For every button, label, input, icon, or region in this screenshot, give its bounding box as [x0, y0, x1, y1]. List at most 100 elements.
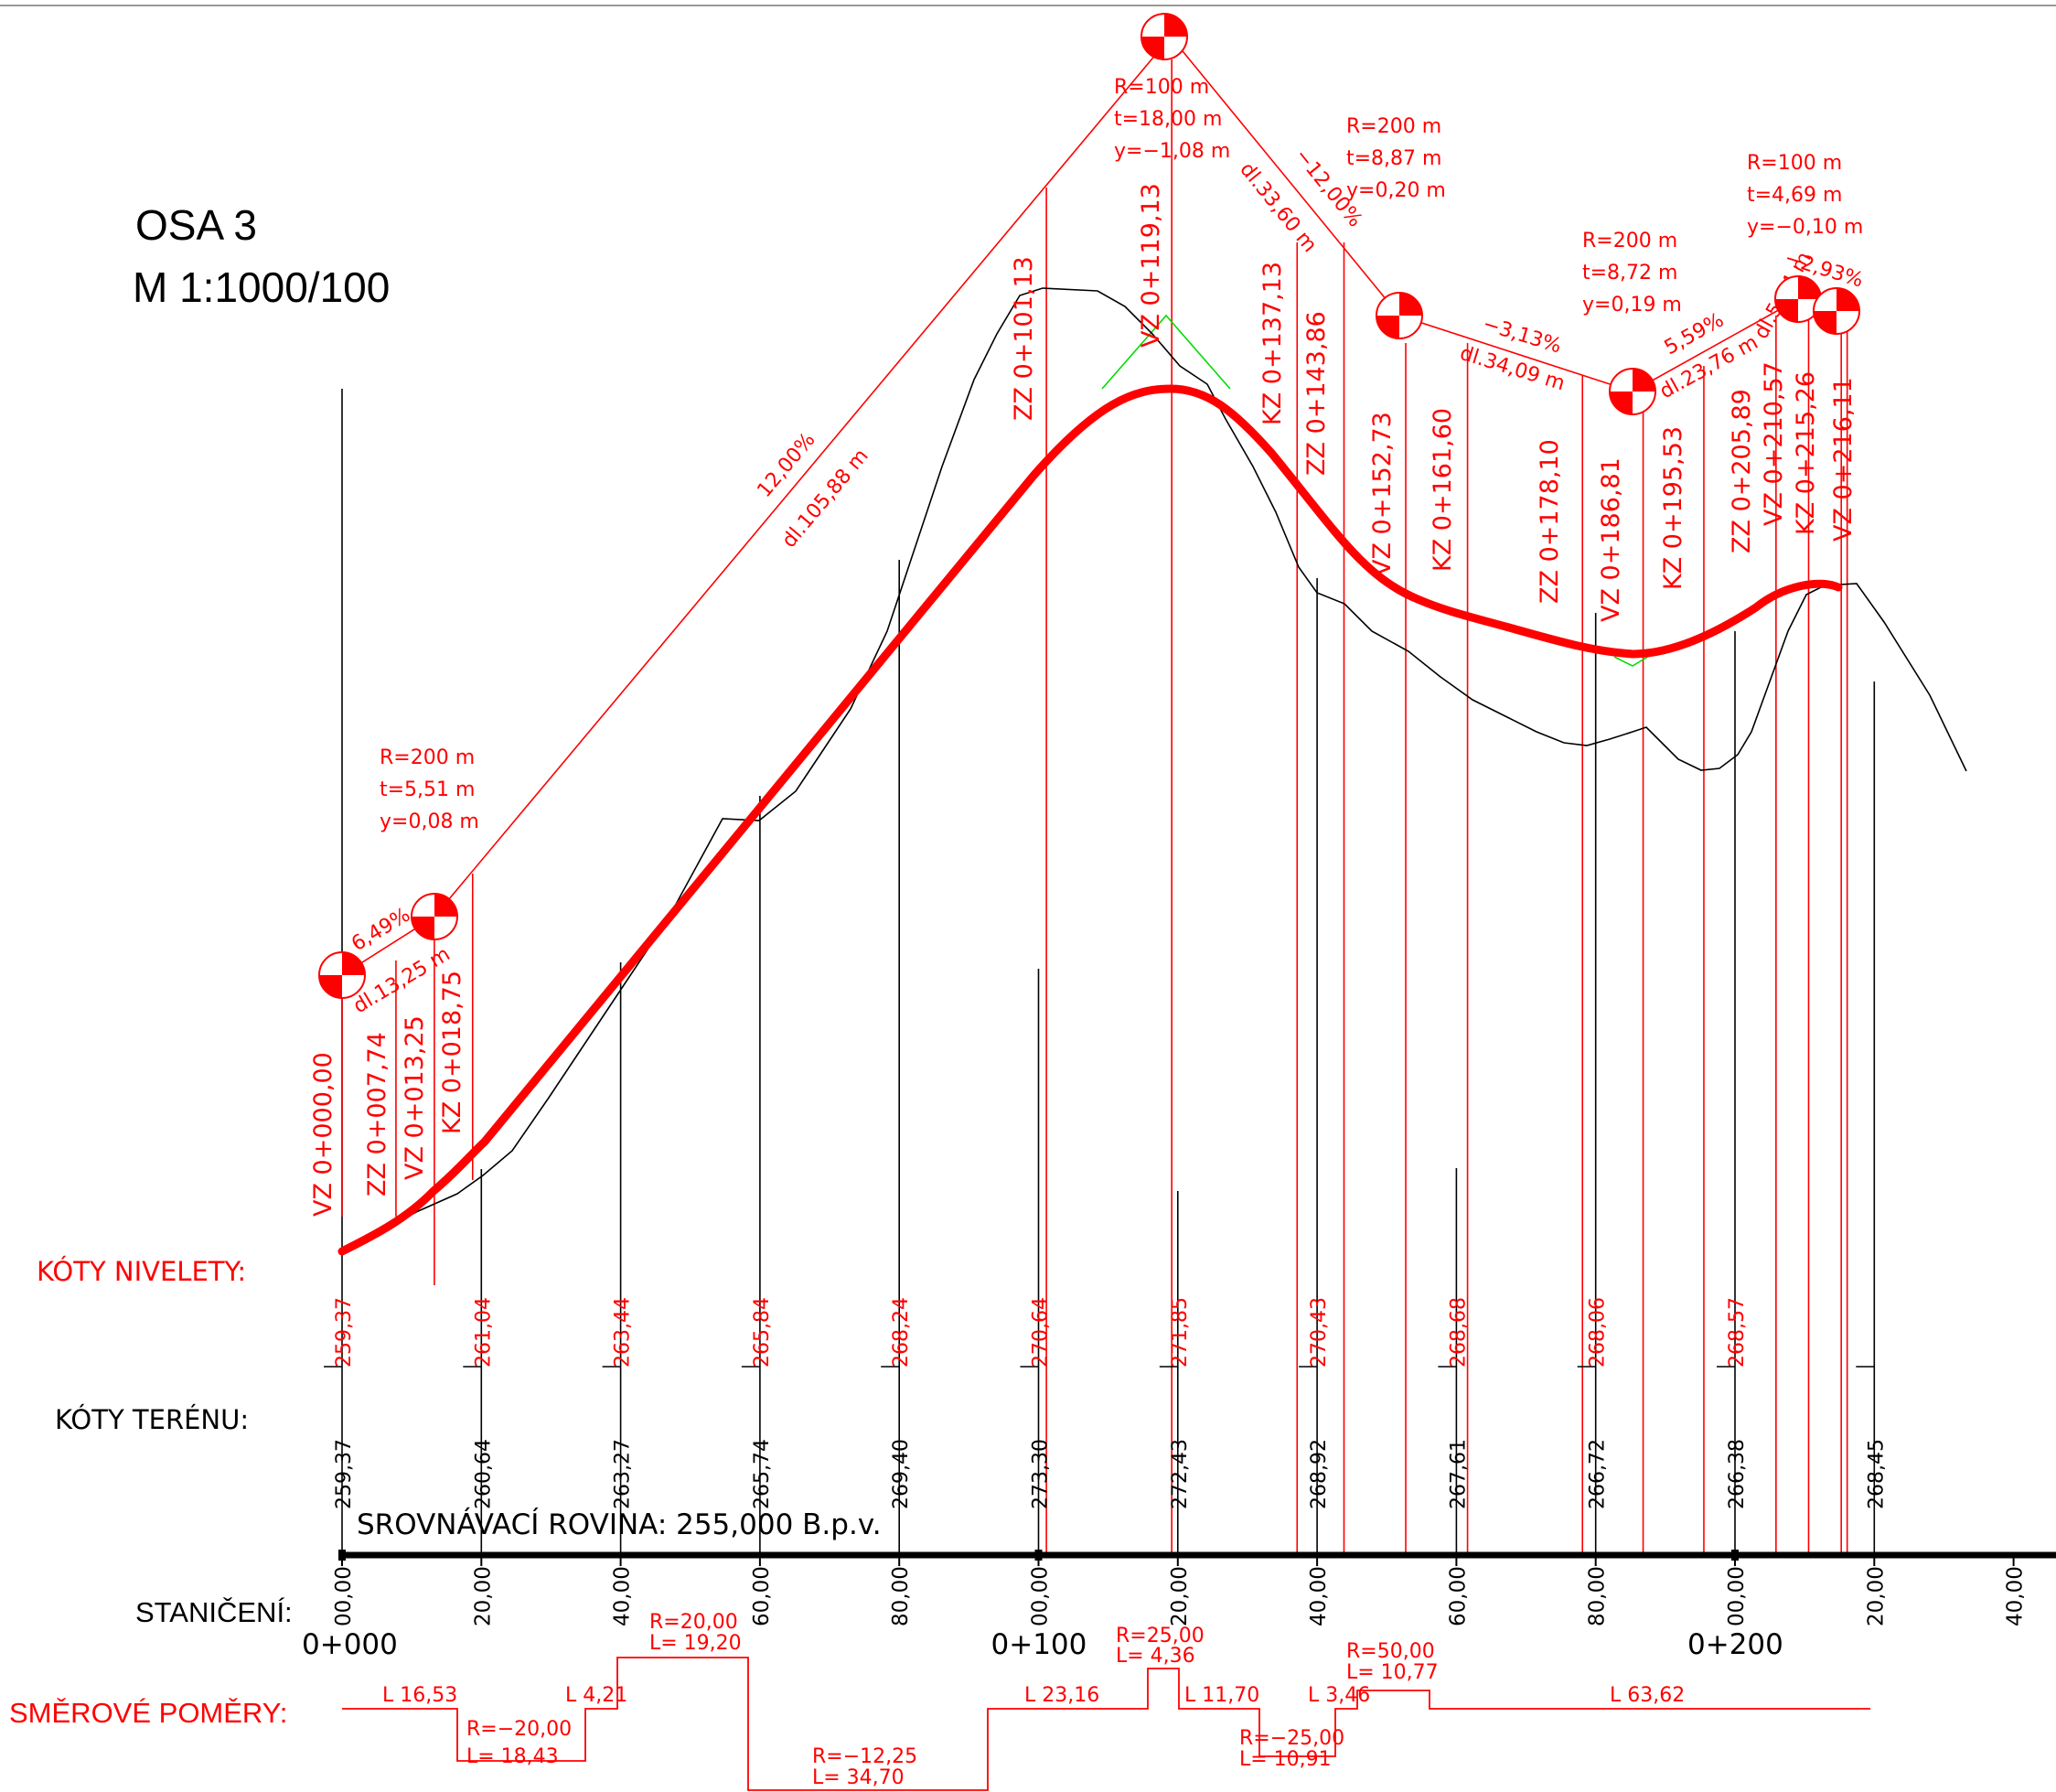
curve-parameter: y=0,20 m — [1346, 179, 1446, 202]
alignment-label: R=20,00 — [649, 1611, 738, 1634]
terrain-elevation-label: 266,72 — [1587, 1439, 1610, 1509]
grade-elevation-label: 268,68 — [1447, 1297, 1470, 1368]
elevation-labels: 259,37 259,37 261,04 260,64 263,44 263,27 265,… — [324, 1297, 1888, 1509]
terrain-elevation-label: 263,27 — [612, 1439, 635, 1509]
key-point-label: VZ 0+186,81 — [1597, 457, 1625, 622]
chainage-major-label: 0+000 — [302, 1628, 398, 1661]
key-point-label: ZZ 0+178,10 — [1536, 439, 1564, 604]
terrain-profile — [341, 287, 1967, 1251]
label-smerove-pomery: SMĚROVÉ POMĚRY: — [9, 1697, 287, 1729]
chainage-tick-label: 20,00 — [471, 1566, 495, 1626]
pvi-marker — [1609, 368, 1656, 415]
pvi-quadrant — [412, 917, 434, 939]
key-point-label: VZ 0+152,73 — [1368, 412, 1397, 576]
curve-parameter: t=8,72 m — [1582, 262, 1677, 284]
chainage-tick-label: 40,00 — [1307, 1566, 1331, 1626]
chainage-tick-label: 60,00 — [1446, 1566, 1470, 1626]
curve-parameter: R=100 m — [1114, 76, 1209, 99]
curve-parameter: t=4,69 m — [1747, 184, 1842, 207]
drawing-scale: M 1:1000/100 — [133, 263, 390, 311]
alignment-label: R=−12,25 — [812, 1745, 917, 1768]
label-koty-terenu: KÓTY TERÉNU: — [55, 1404, 249, 1435]
alignment-label: R=25,00 — [1116, 1625, 1205, 1647]
chainage-major-label: 0+200 — [1687, 1628, 1783, 1661]
pvi-quadrant — [319, 975, 342, 998]
chainage-major-label: 0+100 — [991, 1628, 1087, 1661]
datum-label: SROVNÁVACÍ ROVINA: 255,000 B.p.v. — [357, 1508, 882, 1541]
terrain-elevation-label: 273,30 — [1030, 1439, 1053, 1509]
pvi-marker — [1813, 287, 1860, 335]
pvi-quadrant — [1836, 288, 1859, 311]
pvi-marker — [318, 951, 366, 999]
grade-elevation-label: 265,84 — [751, 1297, 774, 1368]
grade-slope: 12,00% — [753, 429, 819, 502]
terrain-elevation-label: 272,43 — [1169, 1439, 1192, 1509]
grade-elevation-label: 271,85 — [1169, 1297, 1192, 1368]
chainage-tick-label: 00,00 — [1029, 1566, 1053, 1626]
major-tick — [1034, 1550, 1043, 1561]
key-point-label: VZ 0+210,57 — [1760, 361, 1788, 526]
grade-elevation-label: 270,43 — [1308, 1297, 1331, 1368]
key-point-label: ZZ 0+101,13 — [1010, 256, 1038, 421]
grade-elevation-label: 259,37 — [333, 1297, 356, 1368]
grade-elevation-label: 268,24 — [890, 1297, 913, 1368]
terrain-elevation-label: 268,45 — [1865, 1439, 1888, 1509]
pvi-quadrant — [1633, 369, 1655, 392]
curve-parameter: R=200 m — [1582, 230, 1677, 252]
terrain-elevation-label: 260,64 — [472, 1439, 495, 1509]
pvi-quadrant — [1814, 311, 1836, 334]
alignment-label: R=−25,00 — [1239, 1727, 1344, 1750]
label-staniceni: STANIČENÍ: — [135, 1596, 293, 1628]
terrain-elevation-label: 268,92 — [1308, 1439, 1331, 1509]
alignment-label: L= 34,70 — [812, 1766, 905, 1789]
chainage-tick-label: 20,00 — [1864, 1566, 1888, 1626]
pvi-quadrant — [1798, 276, 1821, 299]
pvi-quadrant — [1376, 316, 1399, 338]
chainage-tick-label: 20,00 — [1168, 1566, 1192, 1626]
key-point-label: KZ 0+195,53 — [1659, 426, 1687, 590]
major-tick — [1731, 1550, 1739, 1561]
chainage-tick-label: 80,00 — [889, 1566, 913, 1626]
grade-elevation-label: 270,64 — [1030, 1297, 1053, 1368]
curve-parameter: t=8,87 m — [1346, 147, 1441, 170]
pvi-quadrant — [434, 894, 457, 917]
key-point-label: VZ 0+000,00 — [309, 1052, 337, 1217]
key-point-label: KZ 0+161,60 — [1429, 408, 1457, 572]
major-tick — [338, 1550, 346, 1561]
pvi-quadrant — [342, 952, 365, 975]
design-grade-line — [337, 384, 1843, 1256]
alignment-label: L 11,70 — [1184, 1684, 1259, 1707]
terrain-line — [341, 287, 1967, 1251]
alignment-diagram: L 16,53R=−20,00L= 18,43L 4,21R=20,00L= 1… — [342, 1611, 1870, 1791]
alignment-label: L= 10,77 — [1346, 1661, 1439, 1684]
curve-parameter: R=100 m — [1747, 152, 1842, 175]
pvi-marker — [411, 893, 458, 940]
alignment-label: L= 18,43 — [466, 1745, 559, 1768]
grade-slope: 6,49% — [348, 904, 414, 956]
terrain-elevation-label: 269,40 — [890, 1439, 913, 1509]
terrain-elevation-label: 266,38 — [1726, 1439, 1749, 1509]
key-point-label: KZ 0+018,75 — [438, 971, 466, 1134]
alignment-label: L= 10,91 — [1239, 1748, 1332, 1771]
alignment-label: L 16,53 — [382, 1684, 457, 1707]
curve-parameter: y=0,08 m — [380, 810, 479, 833]
grade-elevation-label: 268,57 — [1726, 1297, 1749, 1368]
alignment-label: L 3,46 — [1308, 1684, 1370, 1707]
alignment-label: L= 4,36 — [1116, 1645, 1195, 1668]
chainage-tick-label: 60,00 — [750, 1566, 774, 1626]
alignment-label: L 4,21 — [565, 1684, 627, 1707]
grade-elevation-label: 261,04 — [472, 1297, 495, 1368]
pvi-markers — [318, 13, 1860, 999]
alignment-label: L= 19,20 — [649, 1632, 742, 1655]
curve-parameter: t=5,51 m — [380, 778, 475, 801]
pvi-quadrant — [1164, 14, 1187, 37]
terrain-elevation-label: 259,37 — [333, 1439, 356, 1509]
alignment-label: R=50,00 — [1346, 1640, 1435, 1663]
key-point-label: ZZ 0+205,89 — [1728, 389, 1756, 553]
pvi-quadrant — [1775, 299, 1798, 322]
key-point-labels: VZ 0+000,00 ZZ 0+007,74 VZ 0+013,25 KZ 0+01… — [309, 183, 1858, 1217]
curve-parameter: y=−0,10 m — [1747, 216, 1863, 239]
chainage-axis: 00,00 20,00 40,00 60,00 80,00 00,00 20,00 40,00… — [302, 1550, 2056, 1661]
curve-parameter: y=−1,08 m — [1114, 140, 1230, 163]
